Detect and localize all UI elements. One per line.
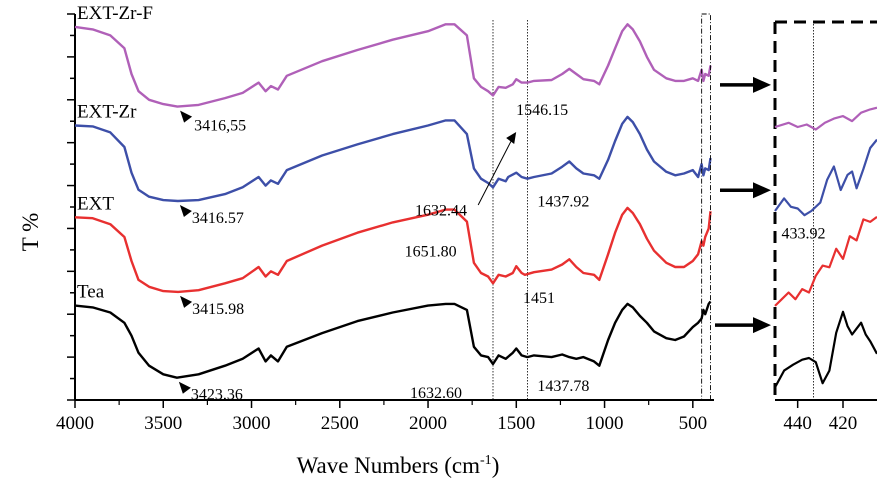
inset-x-tick-label: 420 bbox=[829, 413, 858, 434]
main-x-tick-label: 4000 bbox=[56, 413, 94, 434]
peak-label: 3416,55 bbox=[194, 118, 246, 135]
inset-x-tick-label: 440 bbox=[783, 413, 812, 434]
peak-label: 1546.15 bbox=[516, 102, 568, 119]
main-x-tick-label: 500 bbox=[679, 413, 708, 434]
peak-label: 1451 bbox=[523, 290, 555, 307]
main-x-tick-label: 1000 bbox=[586, 413, 624, 434]
x-axis-title-close: ) bbox=[492, 453, 500, 478]
x-axis-title-main: Wave Numbers (cm bbox=[297, 453, 480, 478]
series-line-ext-zr bbox=[74, 115, 712, 203]
link-arrow-head bbox=[753, 76, 771, 93]
peak-arrowhead bbox=[506, 131, 517, 144]
main-x-tick-label: 1500 bbox=[497, 413, 535, 434]
peak-label: 1437.92 bbox=[537, 194, 589, 211]
inset-series-line-ext-zr-f bbox=[774, 106, 877, 131]
inset-series-line-ext-zr bbox=[774, 138, 877, 217]
inset-series-line-tea bbox=[774, 310, 877, 388]
series-label-ext: EXT bbox=[77, 193, 114, 214]
inset-series-line-ext bbox=[774, 216, 877, 307]
peak-label: 1651.80 bbox=[405, 243, 457, 260]
peak-label: 1632.60 bbox=[410, 385, 462, 402]
peak-arrowhead bbox=[179, 204, 192, 217]
peak-label: 3415.98 bbox=[192, 301, 244, 318]
peak-arrowhead bbox=[180, 110, 193, 123]
main-x-tick-label: 2000 bbox=[409, 413, 447, 434]
main-x-tick-label: 2500 bbox=[321, 413, 359, 434]
x-axis-title: Wave Numbers (cm-1) bbox=[297, 453, 500, 478]
main-x-tick-label: 3500 bbox=[144, 413, 182, 434]
series-label-tea: Tea bbox=[77, 282, 105, 303]
x-axis-title-sup: -1 bbox=[480, 453, 492, 468]
series-line-ext bbox=[74, 206, 712, 294]
peak-label: 3416.57 bbox=[192, 210, 244, 227]
series-line-ext-zr-f bbox=[74, 23, 712, 108]
peak-arrowhead bbox=[178, 381, 191, 394]
series-label-ext-zr-f: EXT-Zr-F bbox=[77, 3, 153, 24]
peak-arrowhead bbox=[180, 295, 193, 308]
y-axis-title: T % bbox=[18, 213, 43, 252]
inset-peak-label: 433.92 bbox=[781, 225, 825, 242]
series-line-tea bbox=[74, 300, 712, 379]
link-arrow-head bbox=[753, 182, 771, 199]
peak-label: 3423.36 bbox=[191, 387, 243, 404]
series-label-ext-zr: EXT-Zr bbox=[77, 102, 137, 123]
peak-label: 1632.44 bbox=[415, 202, 467, 219]
main-x-tick-label: 3000 bbox=[233, 413, 271, 434]
zoom-region-box bbox=[701, 13, 711, 401]
peak-pointer-line bbox=[477, 138, 513, 206]
link-arrow-head bbox=[753, 317, 771, 334]
peak-label: 1437.78 bbox=[537, 378, 589, 395]
